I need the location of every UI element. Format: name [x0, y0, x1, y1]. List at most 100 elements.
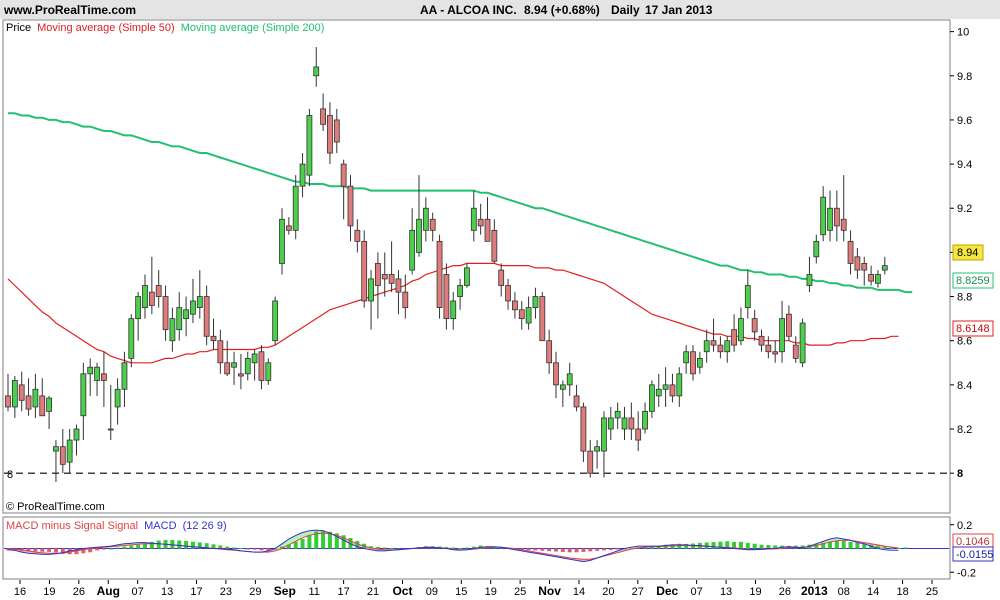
macd-marks [4, 529, 949, 563]
macd-hist-bar [677, 543, 682, 549]
candle [320, 108, 327, 125]
candle [148, 291, 155, 306]
macd-hist-bar [375, 546, 380, 549]
x-tick-label: 19 [749, 586, 761, 598]
macd-hist-bar [115, 547, 120, 549]
candle [224, 362, 231, 375]
macd-hist-bar [143, 543, 147, 549]
macd-hist-bar [101, 548, 106, 550]
macd-hist-bar [177, 540, 182, 549]
macd-hist-bar [40, 548, 45, 552]
candle [833, 207, 840, 227]
candle [39, 395, 46, 417]
macd-hist-bar [259, 548, 264, 551]
badge-hist-text: 0.1046 [956, 536, 990, 548]
macd-hist-bar [711, 542, 716, 549]
macd-hist-bar [601, 548, 606, 551]
macd-hist-bar [286, 544, 291, 549]
candle [758, 335, 765, 346]
price-y-tick-label: 9.2 [957, 203, 972, 215]
x-tick-label: Aug [97, 584, 120, 598]
price-y-tick-label: 9.4 [957, 159, 972, 171]
candle [566, 373, 573, 386]
ma200-line [8, 112, 913, 294]
candle [861, 263, 868, 271]
candle [813, 240, 820, 258]
macd-hist-bar [184, 540, 189, 549]
macd-hist-bar [293, 541, 298, 549]
candle [655, 388, 662, 397]
x-tick-label: 14 [867, 586, 879, 598]
date-label: 17 Jan 2013 [645, 3, 713, 17]
x-axis: 16 19 26 Aug 07 13 17 23 29 Sep 11 17 21 Oct 09 15 19 25 N… [14, 580, 938, 598]
price-y-tick-label: 9.8 [957, 71, 972, 83]
macd-hist-bar [588, 548, 593, 552]
macd-hist-bar [595, 548, 600, 551]
candle [792, 344, 799, 359]
macd-hist-bar [53, 548, 58, 553]
candle [87, 366, 94, 375]
candle [820, 196, 827, 236]
candle [518, 309, 525, 320]
candle [532, 296, 539, 308]
candle [450, 300, 457, 320]
x-tick-label: Sep [274, 584, 296, 598]
candle [333, 119, 340, 143]
candle [601, 417, 607, 452]
candle [539, 296, 546, 342]
candle [73, 428, 80, 441]
site-name[interactable]: www.ProRealTime.com [3, 3, 136, 17]
x-tick-label: 07 [132, 586, 144, 598]
badge-macd-text: -0.0155 [956, 549, 993, 561]
legend-ma50: Moving average (Simple 50) [37, 22, 175, 34]
candle [217, 340, 224, 364]
macd-hist-bar [581, 548, 586, 552]
candle [162, 296, 169, 331]
candle [107, 428, 114, 431]
macd-hist-bar [732, 541, 737, 549]
legend-params: (12 26 9) [183, 520, 227, 532]
macd-hist-bar [129, 545, 134, 549]
candle [525, 307, 532, 324]
x-tick-label: 14 [573, 586, 585, 598]
x-tick-label: 25 [514, 586, 526, 598]
candle [176, 307, 183, 331]
candle [477, 218, 484, 227]
candle [546, 340, 553, 364]
macd-hist-bar [526, 548, 531, 551]
candle [464, 267, 470, 286]
x-tick-label: 17 [190, 586, 202, 598]
macd-hist-bar [232, 547, 237, 549]
candle [183, 309, 190, 320]
macd-hist-bar [321, 530, 326, 549]
candle [457, 285, 464, 297]
candle [244, 357, 251, 375]
candle [683, 351, 690, 364]
macd-hist-bar [752, 543, 757, 549]
candle [580, 406, 587, 452]
badge-ma50-text: 8.6148 [956, 323, 990, 335]
macd-hist-bar [225, 546, 230, 549]
badge-macd: -0.0155 [952, 546, 994, 562]
candle [429, 218, 436, 231]
macd-hist-bar [738, 541, 743, 549]
candle [258, 351, 265, 381]
macd-y-axis: -0.2 0.2 [950, 520, 976, 579]
macd-hist-bar [136, 544, 141, 549]
candle [710, 340, 717, 346]
candle [279, 218, 285, 264]
candle [409, 229, 416, 271]
macd-hist-bar [389, 547, 394, 549]
macd-hist-bar [190, 541, 195, 549]
x-tick-label: 11 [308, 586, 319, 598]
hline-label: 8 [7, 469, 13, 481]
macd-hist-bar [574, 548, 579, 553]
macd-hist-bar [834, 540, 839, 549]
candle [696, 357, 703, 368]
price-y-tick-label: 9.6 [957, 115, 972, 127]
macd-hist-bar [814, 543, 819, 549]
candle [512, 300, 518, 311]
candle [32, 388, 39, 408]
candle [59, 446, 66, 465]
candle [587, 450, 594, 474]
